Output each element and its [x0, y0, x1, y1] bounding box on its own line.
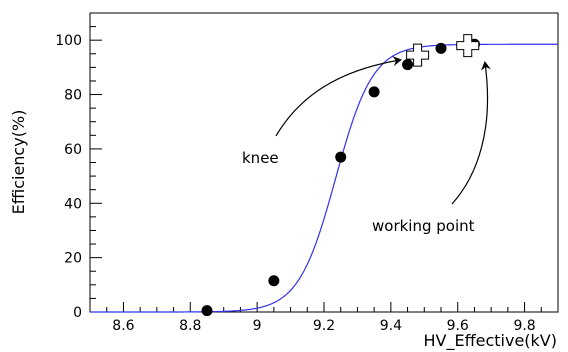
y-tick-label: 40	[64, 196, 82, 212]
special-point-knee	[406, 43, 430, 67]
data-point	[435, 42, 447, 54]
knee-arrow	[275, 56, 402, 137]
special-points-layer	[406, 34, 480, 67]
y-axis-title: Efficiency(%)	[9, 110, 28, 215]
x-tick-label: 9.6	[447, 318, 469, 334]
data-point	[201, 305, 213, 317]
annotations-layer: knee working point	[242, 56, 491, 235]
data-point	[268, 275, 280, 287]
y-tick-label: 100	[55, 33, 82, 49]
x-tick-label: 9.2	[313, 318, 335, 334]
working-point-arrow	[451, 61, 491, 205]
data-point	[402, 59, 414, 71]
plot-frame	[89, 12, 559, 313]
tick-marks	[89, 12, 559, 313]
x-tick-label: 8.8	[179, 318, 201, 334]
working-point-annotation: working point	[372, 217, 475, 235]
data-point	[368, 86, 380, 98]
fit-curve-layer	[90, 43, 558, 313]
x-tick-label: 9.8	[513, 318, 535, 334]
special-point-working-point	[456, 34, 480, 58]
y-tick-label: 80	[64, 88, 82, 104]
tick-labels-layer: 8.6 8.8 9 9.2 9.4 9.6 9.8 0 20 40 60 80 100	[55, 33, 535, 334]
data-point	[335, 151, 347, 163]
x-tick-label: 9.4	[380, 318, 402, 334]
y-tick-label: 0	[73, 305, 82, 321]
y-tick-label: 60	[64, 142, 82, 158]
knee-annotation: knee	[242, 149, 279, 167]
data-points-layer	[201, 38, 480, 317]
y-tick-label: 20	[64, 251, 82, 267]
fit-curve	[183, 43, 558, 313]
x-tick-label: 9	[253, 318, 262, 334]
x-tick-label: 8.6	[112, 318, 134, 334]
x-axis-title: HV_Effective(kV)	[424, 331, 557, 351]
